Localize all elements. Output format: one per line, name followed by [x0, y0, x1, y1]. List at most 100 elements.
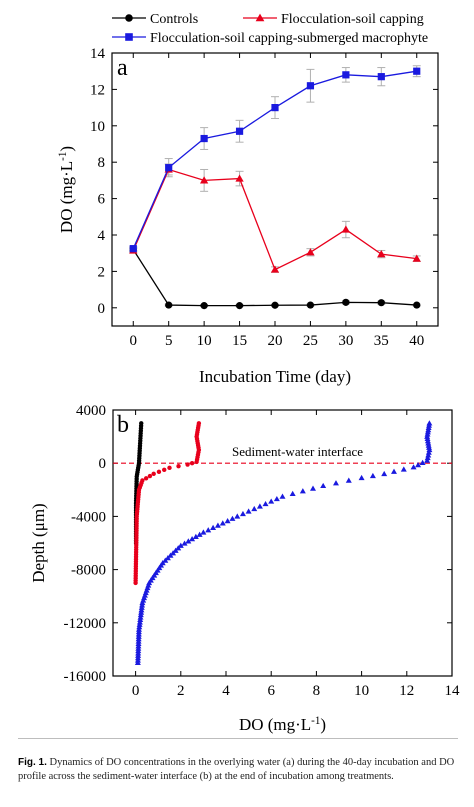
- profile-point-3: [219, 520, 226, 526]
- profile-point-2: [176, 463, 181, 469]
- profile-point-3: [268, 498, 275, 504]
- data-point: [271, 104, 279, 112]
- profile-point-3: [138, 607, 145, 613]
- legend-label-2: Flocculation-soil capping: [281, 12, 424, 27]
- x-tick-label: 6: [267, 683, 275, 699]
- y-tick-label: -12000: [64, 616, 107, 632]
- series-line-2: [132, 168, 417, 271]
- data-point: [413, 67, 421, 75]
- profile-point-3: [136, 619, 143, 625]
- profile-point-3: [262, 500, 269, 507]
- data-point: [270, 265, 280, 273]
- profile-point-3: [424, 435, 431, 442]
- profile-point-3: [424, 454, 431, 461]
- y-tick-label: -4000: [71, 509, 106, 525]
- data-point: [413, 301, 421, 309]
- profile-point-3: [200, 529, 207, 535]
- profile-point-3: [229, 515, 236, 521]
- profile-point-2: [189, 461, 195, 466]
- profile-point-3: [210, 524, 217, 531]
- data-point: [199, 176, 209, 184]
- profile-point-3: [289, 490, 296, 497]
- y-tick-label: 0: [99, 456, 107, 472]
- profile-point-3: [234, 513, 241, 519]
- profile-point-3: [424, 457, 431, 463]
- caption-text: Dynamics of DO concentrations in the ove…: [18, 757, 455, 782]
- profile-point-3: [424, 431, 431, 437]
- profile-point-3: [139, 602, 146, 608]
- profile-point-3: [137, 611, 144, 618]
- x-tick-label: 0: [130, 333, 138, 349]
- profile-point-3: [164, 555, 171, 561]
- profile-point-3: [189, 536, 196, 542]
- profile-point-3: [424, 429, 431, 435]
- profile-point-3: [391, 468, 397, 474]
- data-point: [200, 134, 208, 143]
- profile-point-2: [133, 580, 138, 586]
- panel-b: 0 2 4 6 8 10 12 14 4000 0 -4000 -8000 -12000 -16000 b S…: [29, 403, 460, 734]
- profile-point-2: [147, 473, 153, 479]
- profile-point-3: [310, 485, 316, 491]
- profile-point-3: [256, 503, 263, 509]
- caption-label: Fig. 1.: [18, 757, 47, 768]
- x-tick-label: 10: [354, 683, 369, 699]
- data-point: [235, 174, 244, 182]
- profile-point-3: [424, 438, 431, 444]
- profile-point-3: [175, 545, 182, 551]
- legend-label-1: Controls: [150, 12, 198, 27]
- x-tick-label: 14: [445, 683, 461, 699]
- profile-point-3: [415, 461, 422, 468]
- x-tick-label: 2: [177, 683, 185, 699]
- interface-label: Sediment-water interface: [232, 444, 363, 459]
- profile-point-3: [134, 659, 141, 665]
- data-point: [377, 299, 385, 307]
- data-point: [129, 245, 137, 253]
- profile-point-3: [332, 480, 339, 486]
- x-tick-label: 15: [232, 333, 247, 349]
- data-point: [271, 301, 279, 309]
- profile-point-3: [320, 482, 327, 489]
- profile-point-2: [167, 465, 172, 471]
- profile-point-3: [185, 538, 192, 544]
- profile-point-3: [273, 495, 280, 502]
- profile-point-3: [181, 540, 188, 546]
- profile-point-3: [196, 531, 203, 537]
- data-point: [306, 301, 315, 309]
- panel-label-b: b: [117, 412, 129, 438]
- profile-point-3: [410, 464, 417, 470]
- y-tick-label: 2: [98, 264, 106, 280]
- profile-point-2: [194, 459, 199, 465]
- profile-point-3: [299, 488, 306, 494]
- profile-point-3: [138, 609, 145, 615]
- y-axis-label: DO (mg·L-1): [57, 146, 76, 233]
- profile-point-3: [162, 557, 169, 563]
- profile-point-3: [358, 474, 365, 481]
- data-point: [165, 164, 173, 172]
- y-tick-label: 8: [98, 155, 106, 171]
- data-point: [235, 127, 244, 135]
- data-point: [200, 302, 208, 310]
- x-tick-label: 30: [338, 333, 353, 349]
- profile-point-3: [137, 616, 144, 623]
- profile-point-3: [426, 420, 433, 426]
- x-tick-label: 35: [374, 333, 389, 349]
- data-point: [341, 225, 351, 233]
- x-tick-label: 20: [268, 333, 283, 349]
- x-tick-label: 0: [132, 683, 140, 699]
- legend-marker: [125, 33, 133, 41]
- profile-point-3: [426, 422, 433, 428]
- x-tick-label: 5: [165, 333, 173, 349]
- profile-point-3: [400, 466, 407, 472]
- profile-point-3: [419, 459, 426, 465]
- profile-point-3: [425, 442, 432, 448]
- profile-point-3: [136, 621, 143, 627]
- profile-point-3: [239, 510, 246, 517]
- y-tick-label: 4: [98, 228, 106, 244]
- y-tick-label: 14: [90, 46, 106, 62]
- y-tick-label: -16000: [64, 669, 107, 685]
- profile-point-3: [214, 522, 221, 528]
- figure-caption: Fig. 1. Dynamics of DO concentrations in…: [18, 756, 458, 783]
- profile-point-3: [279, 493, 286, 499]
- x-axis-label: DO (mg·L-1): [239, 715, 326, 734]
- profile-point-3: [345, 477, 352, 483]
